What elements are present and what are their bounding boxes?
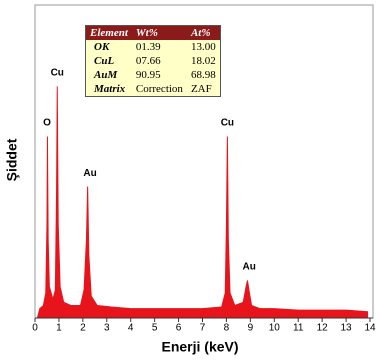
table-cell: OK: [85, 40, 132, 54]
x-tick-label: 7: [200, 323, 206, 334]
table-cell: Wt%: [131, 25, 187, 40]
x-tick-label: 14: [364, 323, 376, 334]
table-cell: At%: [186, 25, 221, 40]
table-cell: 01.39: [131, 40, 187, 54]
table-row: CuL 07.66 18.02: [85, 54, 221, 68]
table-cell: 68.98: [186, 68, 221, 82]
x-tick-label: 9: [248, 323, 254, 334]
x-tick-label: 10: [269, 323, 281, 334]
peak-label: Cu: [221, 118, 234, 129]
y-axis-label: Şiddet: [4, 138, 20, 181]
table-cell: ZAF: [186, 82, 221, 97]
x-tick-label: 5: [152, 323, 158, 334]
table-cell: AuM: [85, 68, 132, 82]
table-row: Matrix Correction ZAF: [85, 82, 221, 97]
table-cell: CuL: [85, 54, 132, 68]
peak-label: Cu: [51, 68, 64, 79]
x-tick-label: 2: [80, 323, 86, 334]
x-tick-label: 4: [128, 323, 134, 334]
x-tick-label: 1: [56, 323, 62, 334]
x-tick-label: 12: [317, 323, 329, 334]
x-tick-label: 0: [32, 323, 38, 334]
table-row: OK 01.39 13.00: [85, 40, 221, 54]
composition-table: Element Wt% At% OK 01.39 13.00 CuL 07.66 18.02 Au…: [85, 25, 221, 97]
table-cell: Correction: [131, 82, 187, 97]
x-axis-label: Enerji (keV): [161, 339, 238, 355]
x-tick-label: 11: [293, 323, 304, 334]
spectrum: [36, 86, 369, 319]
peak-label: Au: [242, 262, 255, 273]
table-row: Element Wt% At%: [85, 25, 221, 40]
x-tick-label: 13: [341, 323, 353, 334]
table-cell: 18.02: [186, 54, 221, 68]
peak-label: O: [43, 118, 51, 129]
x-tick-label: 8: [224, 323, 230, 334]
x-tick-label: 3: [104, 323, 110, 334]
peak-label: Au: [83, 168, 96, 179]
table-cell: Element: [85, 25, 132, 40]
table-cell: Matrix: [85, 82, 132, 97]
table-cell: 07.66: [131, 54, 187, 68]
table-cell: 90.95: [131, 68, 187, 82]
table-row: AuM 90.95 68.98: [85, 68, 221, 82]
x-tick-label: 6: [176, 323, 182, 334]
table-cell: 13.00: [186, 40, 221, 54]
